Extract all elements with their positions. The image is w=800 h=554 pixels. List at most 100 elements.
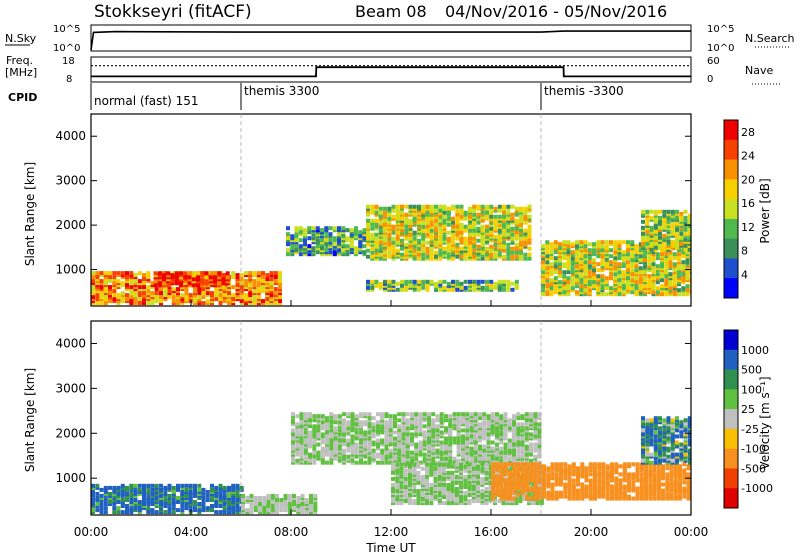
heatmap-cell: [471, 495, 476, 500]
heatmap-cell: [514, 501, 519, 506]
heatmap-cell: [420, 466, 425, 471]
heatmap-cell: [370, 218, 375, 223]
heatmap-cell: [384, 460, 389, 465]
heatmap-cell: [146, 496, 151, 500]
heatmap-cell: [328, 252, 333, 257]
heatmap-cell: [507, 422, 512, 427]
heatmap-cell: [99, 506, 104, 511]
heatmap-cell: [320, 414, 325, 419]
heatmap-cell: [579, 240, 584, 245]
heatmap-cell: [287, 510, 292, 515]
heatmap-cell: [403, 476, 408, 481]
heatmap-cell: [524, 444, 529, 449]
heatmap-cell: [454, 466, 459, 471]
heatmap-cell: [210, 498, 214, 502]
heatmap-cell: [429, 252, 434, 257]
heatmap-cell: [395, 462, 400, 467]
heatmap-cell: [346, 420, 351, 425]
heatmap-cell: [685, 272, 690, 277]
heatmap-cell: [205, 498, 210, 502]
heatmap-cell: [146, 506, 151, 511]
heatmap-cell: [401, 446, 406, 451]
heatmap-cell: [463, 256, 468, 261]
heatmap-cell: [486, 456, 491, 461]
heatmap-cell: [537, 462, 542, 467]
heatmap-cell: [414, 446, 419, 451]
heatmap-cell: [459, 495, 463, 500]
heatmap-cell: [414, 432, 419, 437]
heatmap-cell: [512, 414, 516, 419]
heatmap-cell: [346, 438, 351, 443]
heatmap-cell: [328, 238, 333, 243]
heatmap-cell: [201, 491, 206, 496]
heatmap-cell: [514, 279, 519, 284]
heatmap-cell: [218, 510, 223, 515]
heatmap-cell: [291, 456, 295, 461]
heatmap-cell: [434, 204, 438, 209]
heatmap-cell: [249, 493, 254, 498]
heatmap-cell: [493, 281, 498, 286]
heatmap-cell: [359, 446, 363, 451]
heatmap-cell: [376, 412, 380, 417]
heatmap-cell: [184, 487, 189, 492]
heatmap-cell: [499, 414, 504, 419]
heatmap-cell: [91, 502, 95, 506]
heatmap-cell: [429, 491, 434, 495]
heatmap-cell: [370, 250, 375, 255]
heatmap-cell: [660, 278, 664, 283]
heatmap-cell: [142, 273, 146, 278]
heatmap-cell: [244, 293, 248, 298]
heatmap-cell: [575, 252, 579, 257]
heatmap-cell: [553, 240, 558, 245]
heatmap-cell: [539, 482, 544, 487]
heatmap-cell: [91, 271, 95, 276]
heatmap-cell: [442, 476, 446, 481]
heatmap-cell: [506, 256, 511, 261]
heatmap-cell: [451, 204, 455, 209]
heatmap-cell: [129, 506, 134, 511]
heatmap-cell: [541, 288, 545, 293]
heatmap-cell: [252, 279, 257, 284]
heatmap-cell: [425, 246, 430, 251]
heatmap-cell: [587, 270, 592, 275]
heatmap-cell: [493, 285, 498, 290]
heatmap-cell: [442, 495, 446, 500]
heatmap-cell: [329, 436, 334, 441]
heatmap-cell: [446, 206, 451, 211]
heatmap-cell: [647, 274, 652, 279]
heatmap-cell: [438, 279, 443, 284]
heatmap-cell: [499, 418, 504, 423]
heatmap-cell: [516, 436, 521, 441]
heatmap-cell: [313, 493, 318, 498]
heatmap-cell: [95, 508, 100, 513]
heatmap-cell: [478, 444, 482, 449]
heatmap-cell: [383, 210, 387, 215]
heatmap-cell: [634, 244, 639, 249]
heatmap-cell: [292, 493, 296, 498]
heatmap-cell: [300, 510, 305, 515]
heatmap-cell: [163, 498, 168, 502]
heatmap-cell: [476, 466, 480, 471]
heatmap-cell: [137, 271, 142, 276]
heatmap-cell: [201, 496, 206, 500]
heatmap-cell: [308, 436, 312, 441]
heatmap-cell: [463, 216, 468, 221]
heatmap-cell: [508, 484, 512, 489]
heatmap-cell: [99, 504, 104, 508]
heatmap-cell: [583, 240, 588, 245]
heatmap-cell: [258, 508, 262, 513]
heatmap-cell: [222, 496, 227, 500]
heatmap-cell: [294, 232, 299, 237]
heatmap-cell: [408, 279, 413, 284]
heatmap-cell: [634, 290, 639, 295]
heatmap-cell: [442, 285, 447, 290]
heatmap-cell: [408, 224, 413, 229]
heatmap-cell: [410, 450, 414, 455]
heatmap-cell: [248, 297, 253, 302]
heatmap-cell: [193, 271, 197, 276]
heatmap-cell: [626, 260, 630, 265]
heatmap-cell: [491, 486, 495, 491]
heatmap-cell: [286, 232, 290, 237]
heatmap-cell: [503, 432, 508, 437]
heatmap-cell: [437, 466, 442, 471]
